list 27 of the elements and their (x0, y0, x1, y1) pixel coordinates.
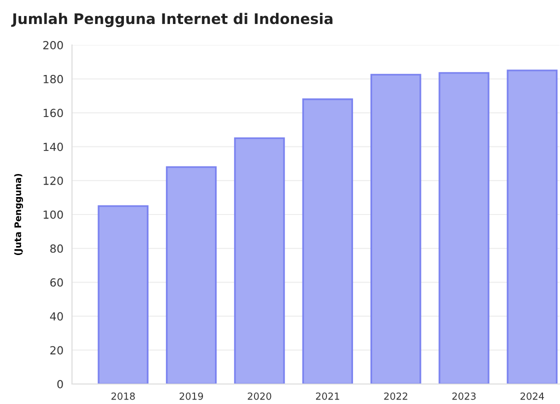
y-tick-label: 80 (50, 244, 63, 253)
x-tick-label: 2019 (180, 392, 203, 400)
x-tick-label: 2020 (248, 392, 272, 400)
x-tick-label: 2024 (520, 392, 544, 400)
x-tick-label: 2018 (111, 392, 135, 400)
y-tick-label: 40 (50, 312, 63, 321)
chart-title: Jumlah Pengguna Internet di Indonesia (11, 12, 332, 28)
y-tick-label: 140 (44, 142, 63, 152)
y-tick-label: 120 (44, 176, 63, 185)
y-axis-title: (Juta Pengguna) (14, 174, 24, 256)
x-tick-label: 2021 (316, 392, 340, 400)
bar (438, 72, 490, 384)
bar (166, 166, 217, 384)
y-tick-label: 20 (50, 346, 63, 354)
bar (370, 74, 422, 384)
y-tick-label: 0 (57, 380, 63, 388)
y-tick-label: 100 (44, 210, 63, 219)
bar (98, 205, 149, 384)
x-tick-label: 2022 (384, 392, 408, 400)
y-tick-label: 180 (44, 74, 63, 84)
y-tick-label: 160 (44, 108, 63, 118)
bar (234, 137, 285, 384)
bar (506, 70, 558, 384)
y-tick-label: 200 (43, 40, 63, 50)
y-tick-label: 60 (50, 278, 63, 287)
bar (302, 98, 354, 384)
x-tick-label: 2023 (452, 392, 476, 400)
